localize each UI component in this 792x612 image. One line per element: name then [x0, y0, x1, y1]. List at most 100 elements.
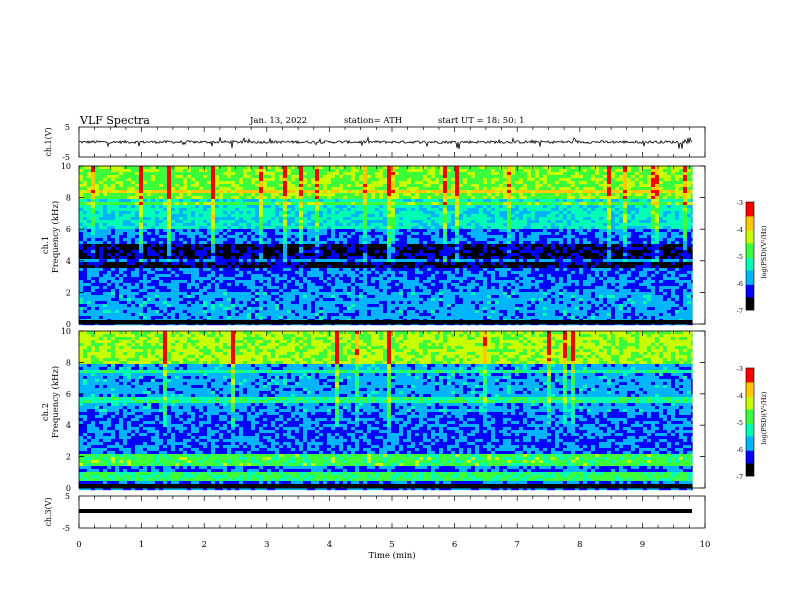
spectrogram-cell — [107, 169, 112, 173]
spectrogram-cell — [263, 187, 268, 191]
spectrogram-cell — [407, 166, 412, 170]
spectrogram-cell — [651, 214, 656, 218]
spectrogram-cell — [87, 217, 92, 221]
spectrogram-cell — [187, 226, 192, 230]
spectrogram-cell — [599, 184, 604, 188]
spectrogram-cell — [275, 208, 280, 212]
spectrogram-cell — [447, 217, 452, 221]
spectrogram-cell — [623, 235, 628, 239]
spectrogram-cell — [611, 205, 616, 209]
spectrogram-cell — [447, 214, 452, 218]
spectrogram-cell — [283, 214, 288, 218]
spectrogram-cell — [439, 256, 444, 260]
spectrogram-cell — [367, 256, 372, 260]
spectrogram-cell — [91, 175, 96, 179]
spectrogram-cell — [583, 193, 588, 197]
spectrogram-cell — [371, 220, 376, 224]
spectrogram-cell — [655, 178, 660, 182]
spectrogram-cell — [343, 208, 348, 212]
spectrogram-cell — [195, 259, 200, 263]
spectrogram-cell — [559, 169, 564, 173]
spectrogram-cell — [571, 211, 576, 215]
spectrogram-cell — [195, 196, 200, 200]
spectrogram-cell — [243, 259, 248, 263]
spectrogram-cell — [243, 190, 248, 194]
spectrogram-cell — [483, 211, 488, 215]
spectrogram-cell — [263, 193, 268, 197]
spectrogram-cell — [663, 193, 668, 197]
spectrogram-cell — [315, 181, 320, 185]
spectrogram-cell — [387, 250, 392, 254]
spectrogram-cell — [243, 193, 248, 197]
spectrogram-cell — [651, 193, 656, 197]
spectrogram-cell — [91, 214, 96, 218]
spectrogram-cell — [523, 250, 528, 254]
spectrogram-cell — [283, 196, 288, 200]
spectrogram-cell — [135, 259, 140, 263]
spectrogram-cell — [127, 214, 132, 218]
spectrogram-cell — [159, 223, 164, 227]
spectrogram-cell — [119, 217, 124, 221]
spectrogram-cell — [623, 223, 628, 227]
spectrogram-cell — [267, 205, 272, 209]
spectrogram-cell — [639, 238, 644, 242]
spectrogram-cell — [275, 253, 280, 257]
spectrogram-cell — [483, 259, 488, 263]
spectrogram-cell — [159, 217, 164, 221]
spectrogram-cell — [551, 202, 556, 206]
spectrogram-cell — [531, 181, 536, 185]
spectrogram-cell — [447, 181, 452, 185]
spectrogram-cell — [79, 184, 84, 188]
spectrogram-cell — [191, 199, 196, 203]
spectrogram-cell — [247, 190, 252, 194]
spectrogram-cell — [155, 175, 160, 179]
spectrogram-cell — [163, 172, 168, 176]
spectrogram-cell — [463, 238, 468, 242]
spectrogram-cell — [419, 190, 424, 194]
spectrogram-cell — [571, 238, 576, 242]
spectrogram-cell — [355, 169, 360, 173]
spectrogram-cell — [207, 211, 212, 215]
spectrogram-cell — [515, 190, 520, 194]
spectrogram-cell — [443, 253, 448, 257]
spectrogram-cell — [463, 184, 468, 188]
spectrogram-cell — [575, 169, 580, 173]
spectrogram-cell — [391, 184, 396, 188]
spectrogram-cell — [415, 178, 420, 182]
spectrogram-cell — [183, 193, 188, 197]
spectrogram-cell — [475, 184, 480, 188]
spectrogram-cell — [583, 190, 588, 194]
spectrogram-cell — [443, 169, 448, 173]
spectrogram-cell — [691, 196, 693, 200]
spectrogram-cell — [639, 175, 644, 179]
spectrogram-cell — [307, 181, 312, 185]
spectrogram-cell — [151, 184, 156, 188]
spectrogram-cell — [147, 229, 152, 233]
spectrogram-cell — [507, 259, 512, 263]
spectrogram-cell — [227, 262, 232, 266]
spectrogram-cell — [139, 229, 144, 233]
spectrogram-cell — [459, 235, 464, 239]
spectrogram-cell — [83, 235, 88, 239]
spectrogram-cell — [683, 256, 688, 260]
spectrogram-cell — [683, 235, 688, 239]
spectrogram-cell — [303, 259, 308, 263]
spectrogram-cell — [99, 238, 104, 242]
spectrogram-cell — [635, 205, 640, 209]
spectrogram-cell — [203, 196, 208, 200]
spectrogram-cell — [387, 187, 392, 191]
spectrogram-cell — [499, 202, 504, 206]
spectrogram-cell — [95, 184, 100, 188]
spectrogram-cell — [103, 241, 108, 245]
spectrogram-cell — [463, 178, 468, 182]
spectrogram-cell — [167, 235, 172, 239]
spectrogram-cell — [623, 250, 628, 254]
spectrogram-cell — [327, 211, 332, 215]
spectrogram-cell — [595, 253, 600, 257]
spectrogram-cell — [487, 256, 492, 260]
spectrogram-cell — [411, 169, 416, 173]
spectrogram-cell — [315, 169, 320, 173]
spectrogram-cell — [167, 208, 172, 212]
spectrogram-cell — [447, 247, 452, 251]
spectrogram-cell — [651, 244, 656, 248]
